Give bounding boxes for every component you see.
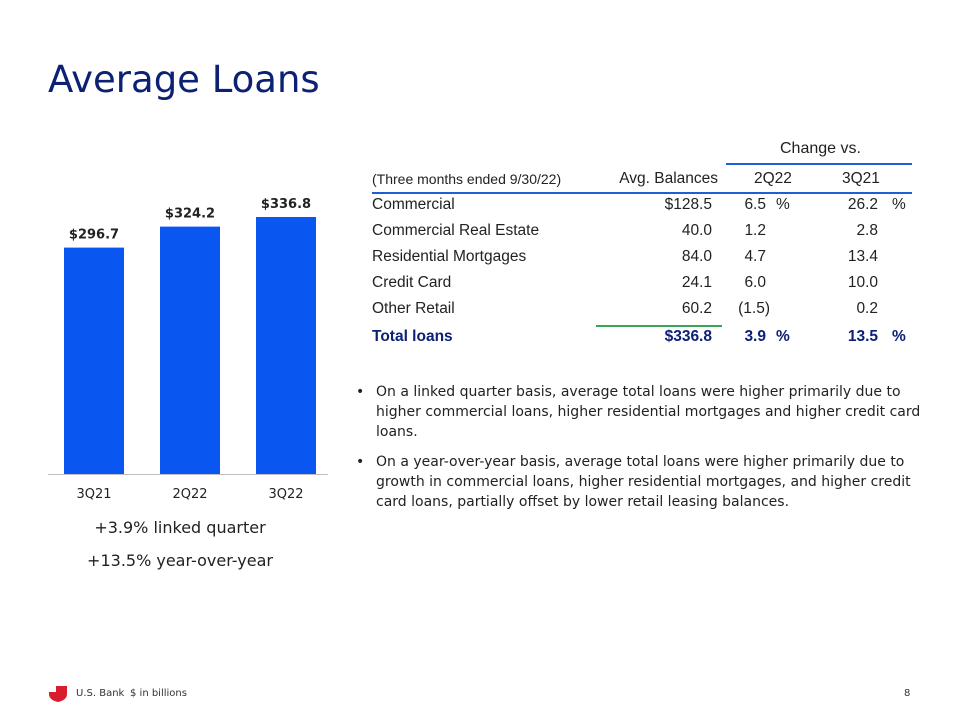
change-header-underline <box>726 163 912 165</box>
bullet-linked-quarter: • On a linked quarter basis, average tot… <box>356 382 936 442</box>
x-tick-label-3q21: 3Q21 <box>76 487 111 502</box>
table-row: Credit Card 24.1 6.0 10.0 <box>372 274 912 300</box>
row-pct-2q22: % <box>776 196 790 213</box>
data-label-3q22: $336.8 <box>261 197 311 212</box>
row-change-3q21: 13.4 <box>847 248 878 265</box>
row-change-3q21: 2.8 <box>856 222 878 239</box>
total-balance: $336.8 <box>664 328 712 345</box>
bar-2q22 <box>160 226 220 474</box>
average-loans-bar-chart: $296.7 3Q21 $324.2 2Q22 $336.8 3Q22 <box>48 197 328 502</box>
bar-3q21 <box>64 247 124 474</box>
header-underline <box>372 192 912 194</box>
commentary-bullets: • On a linked quarter basis, average tot… <box>356 382 936 522</box>
table-total-row: Total loans $336.8 3.9 % 13.5 % <box>372 328 912 354</box>
total-change-3q21: 13.5 <box>847 328 878 345</box>
table-row: Residential Mortgages 84.0 4.7 13.4 <box>372 248 912 274</box>
page-title: Average Loans <box>48 58 320 101</box>
period-label: (Three months ended 9/30/22) <box>372 171 562 187</box>
data-label-2q22: $324.2 <box>165 207 215 222</box>
row-label: Commercial <box>372 196 455 213</box>
total-change-2q22: 3.9 <box>744 328 766 345</box>
x-tick-label-2q22: 2Q22 <box>172 487 207 502</box>
bullet-dot-icon: • <box>356 454 365 470</box>
bullet-text: On a year-over-year basis, average total… <box>376 454 911 510</box>
shield-logo-icon <box>49 686 67 702</box>
bullet-text: On a linked quarter basis, average total… <box>376 384 921 440</box>
total-underline-balance <box>596 325 722 327</box>
row-balance: 84.0 <box>681 248 712 265</box>
row-label: Other Retail <box>372 300 455 317</box>
col-header-3q21: 3Q21 <box>842 170 880 187</box>
table-header-row: (Three months ended 9/30/22) Avg. Balanc… <box>372 170 912 196</box>
total-pct-3q21: % <box>892 328 906 345</box>
data-label-3q21: $296.7 <box>69 228 119 243</box>
row-label: Residential Mortgages <box>372 248 527 265</box>
table-row: Commercial $128.5 6.5 % 26.2 % <box>372 196 912 222</box>
x-tick-label-3q22: 3Q22 <box>268 487 303 502</box>
row-change-2q22: 6.5 <box>744 196 766 213</box>
bullet-year-over-year: • On a year-over-year basis, average tot… <box>356 452 936 512</box>
summary-linked-quarter: +3.9% linked quarter <box>94 518 266 537</box>
row-balance: 40.0 <box>681 222 712 239</box>
col-header-2q22: 2Q22 <box>754 170 792 187</box>
total-pct-2q22: % <box>776 328 790 345</box>
row-label: Commercial Real Estate <box>372 222 540 239</box>
row-change-2q22: 6.0 <box>744 274 766 291</box>
table-row: Other Retail 60.2 (1.5) 0.2 <box>372 300 912 326</box>
change-vs-header: Change vs. <box>780 140 861 157</box>
summary-year-over-year: +13.5% year-over-year <box>87 551 273 570</box>
row-change-3q21: 0.2 <box>856 300 878 317</box>
row-balance: $128.5 <box>664 196 712 213</box>
row-change-2q22: (1.5) <box>738 300 770 317</box>
total-label: Total loans <box>372 328 453 345</box>
row-change-3q21: 10.0 <box>847 274 878 291</box>
col-header-balances: Avg. Balances <box>619 170 718 187</box>
table-row: Commercial Real Estate 40.0 1.2 2.8 <box>372 222 912 248</box>
units-note: $ in billions <box>130 688 187 699</box>
bar-3q22 <box>256 217 316 474</box>
row-change-3q21: 26.2 <box>847 196 878 213</box>
row-balance: 60.2 <box>681 300 712 317</box>
brand-name: U.S. Bank <box>76 688 125 699</box>
row-balance: 24.1 <box>681 274 712 291</box>
row-change-2q22: 1.2 <box>744 222 766 239</box>
bullet-dot-icon: • <box>356 384 365 400</box>
row-pct-3q21: % <box>892 196 906 213</box>
row-change-2q22: 4.7 <box>744 248 766 265</box>
page-number: 8 <box>904 688 911 699</box>
row-label: Credit Card <box>372 274 452 291</box>
